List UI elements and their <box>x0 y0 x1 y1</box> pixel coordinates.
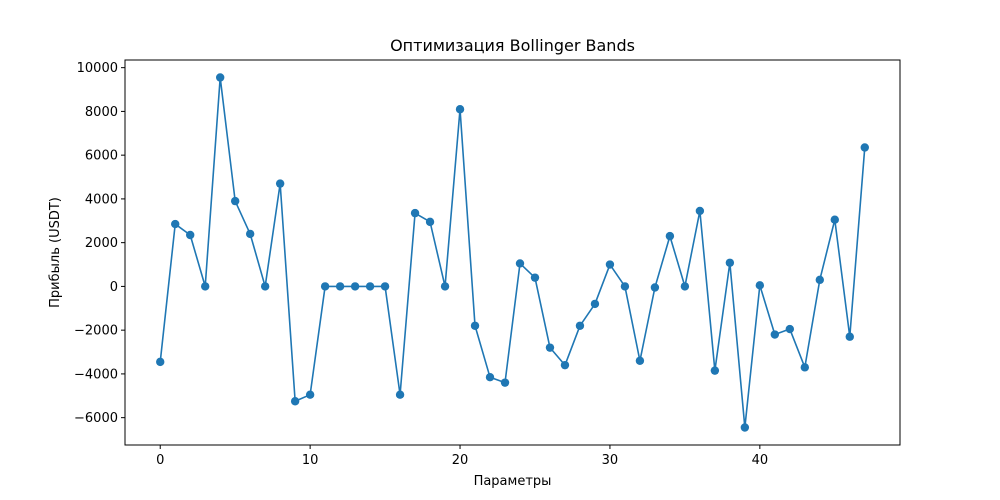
data-point <box>230 196 240 206</box>
plot-frame <box>124 59 901 446</box>
data-point <box>500 378 510 387</box>
data-point <box>215 73 225 82</box>
data-point <box>320 282 330 291</box>
data-point <box>545 343 555 352</box>
y-tick-label: 8000 <box>85 105 118 120</box>
data-point <box>575 321 585 330</box>
y-tick-label: −6000 <box>74 411 118 426</box>
chart-title: Оптимизация Bollinger Bands <box>390 36 635 55</box>
data-point <box>485 372 495 382</box>
data-point <box>740 423 750 432</box>
data-point <box>260 282 270 291</box>
data-point <box>186 230 195 240</box>
data-point <box>830 215 839 224</box>
data-point <box>380 282 390 291</box>
data-point <box>650 283 660 292</box>
data-point <box>710 366 720 375</box>
series-layer <box>156 73 869 432</box>
data-point <box>275 179 285 188</box>
x-tick-label: 40 <box>752 453 769 468</box>
data-point <box>635 356 645 365</box>
data-point <box>290 397 300 406</box>
data-point <box>815 275 825 285</box>
x-tick-label: 20 <box>452 453 469 468</box>
data-point <box>350 282 360 291</box>
x-tick-label: 10 <box>302 453 319 468</box>
data-point <box>425 217 435 227</box>
data-point <box>171 219 180 229</box>
data-point <box>785 324 795 334</box>
x-axis-label: Параметры <box>474 474 552 489</box>
y-tick-label: 4000 <box>85 192 118 207</box>
y-tick-label: −2000 <box>74 324 118 339</box>
data-point <box>530 273 540 282</box>
data-point <box>845 332 854 341</box>
data-point <box>695 206 705 216</box>
data-point <box>245 229 255 239</box>
data-point <box>305 390 315 399</box>
y-axis-label: Прибыль (USDT) <box>48 197 63 308</box>
data-point <box>590 299 600 309</box>
x-tick-label: 0 <box>156 453 164 468</box>
data-point <box>335 282 345 291</box>
y-tick-label: 10000 <box>77 61 118 76</box>
data-point <box>620 282 630 291</box>
data-point <box>470 321 480 330</box>
y-tick-label: −4000 <box>74 367 118 382</box>
x-tick-label: 30 <box>602 453 619 468</box>
data-point <box>770 330 780 339</box>
y-tick-label: 2000 <box>85 236 118 251</box>
data-point <box>200 282 210 291</box>
data-point <box>755 281 765 290</box>
series-line <box>159 76 866 429</box>
data-point <box>725 258 735 267</box>
data-point <box>605 260 615 269</box>
data-point <box>560 360 570 370</box>
data-point <box>665 231 675 241</box>
data-point <box>515 259 525 268</box>
data-point <box>800 363 810 372</box>
data-point <box>410 208 420 218</box>
y-tick-label: 6000 <box>85 149 118 164</box>
y-tick-label: 0 <box>110 280 118 295</box>
data-point <box>680 282 690 291</box>
ticks-layer: 0 10 20 30 40 −6000 −4000 −2000 0 2000 4000 6000 800… <box>74 61 768 468</box>
data-point <box>156 357 165 367</box>
data-point <box>455 105 465 114</box>
data-point <box>860 143 869 152</box>
data-point <box>395 390 405 399</box>
data-point <box>440 282 450 291</box>
data-point <box>365 282 375 291</box>
